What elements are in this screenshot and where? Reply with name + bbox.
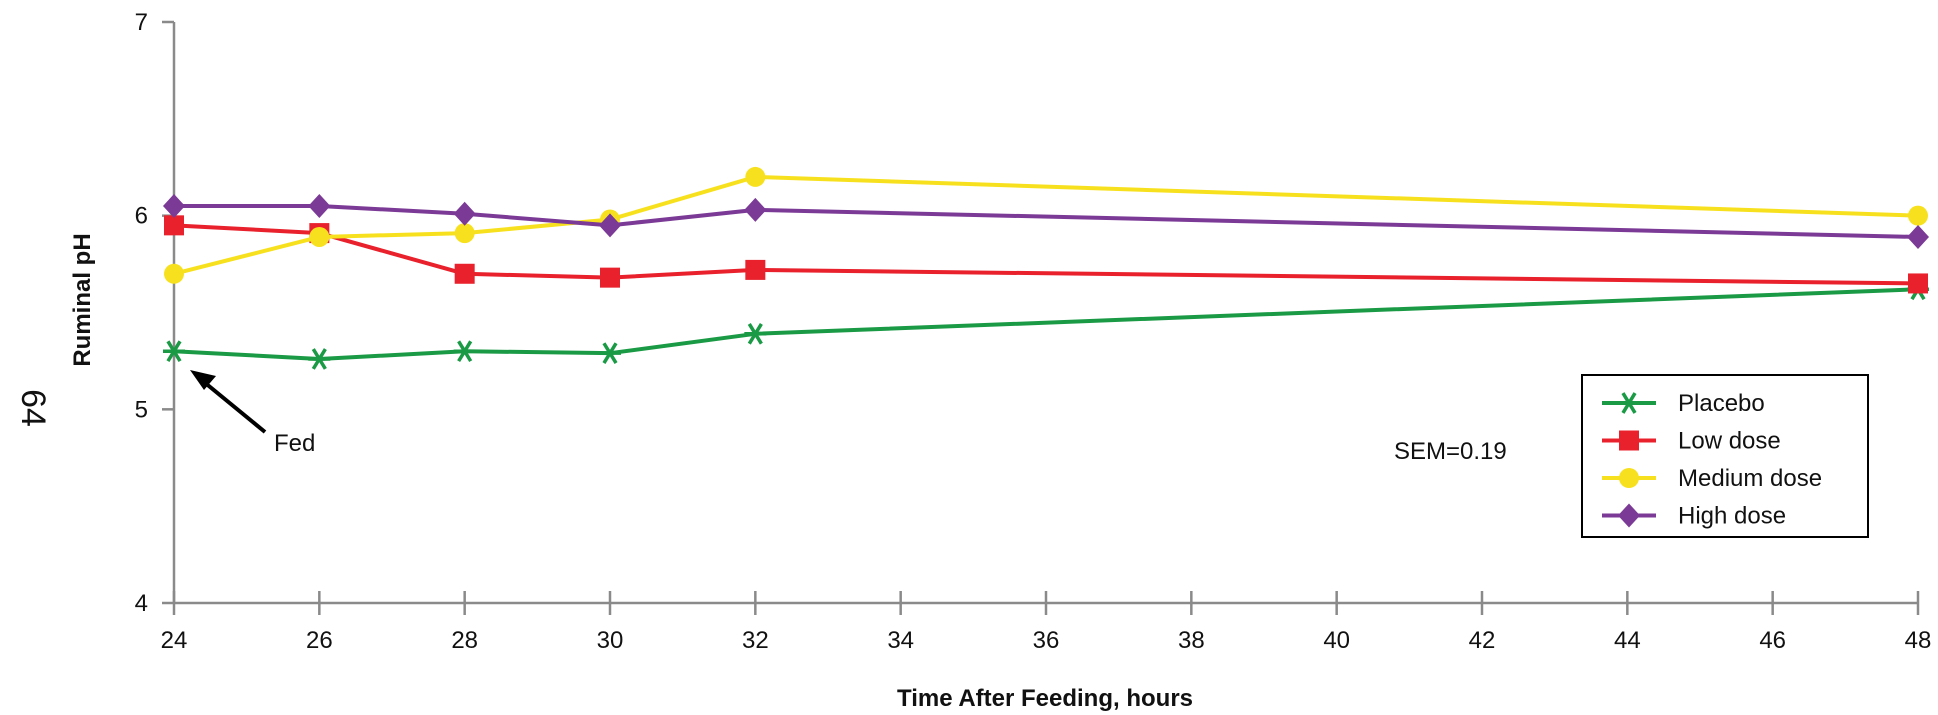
x-tick-label: 42 <box>1469 627 1496 654</box>
x-tick-label: 26 <box>306 627 333 654</box>
legend-item-medium-dose: Medium dose <box>1602 465 1822 492</box>
data-point-high-dose <box>453 201 476 226</box>
series-medium-dose <box>164 166 1928 284</box>
x-tick-label: 34 <box>887 627 914 654</box>
x-tick-label: 48 <box>1905 627 1932 654</box>
data-point-low-dose <box>454 263 475 284</box>
y-tick-label: 7 <box>135 9 148 36</box>
data-point-placebo <box>744 322 767 345</box>
legend: Placebo Low dose Medium dose High dose <box>1581 374 1869 538</box>
data-point-placebo <box>308 348 331 370</box>
data-point-high-dose <box>1907 224 1929 249</box>
fed-label: Fed <box>274 430 315 457</box>
asterisk-stroke <box>457 340 473 363</box>
legend-label: Low dose <box>1678 428 1781 455</box>
x-tick-label: 36 <box>1033 627 1060 654</box>
data-point-low-dose <box>1908 273 1928 294</box>
series-line-high-dose <box>174 203 1919 239</box>
axis-ticks: 4 5 6 7 24 26 28 30 32 34 36 38 40 42 44 46 48 <box>135 9 1932 654</box>
asterisk-stroke <box>747 322 763 345</box>
data-point-medium-dose <box>454 223 475 244</box>
data-point-high-dose <box>308 193 331 218</box>
page-number: 64 <box>14 389 52 427</box>
x-tick-label: 40 <box>1323 627 1350 654</box>
data-point-medium-dose <box>164 263 184 284</box>
series-line-medium-dose <box>173 174 1919 276</box>
x-tick-label: 44 <box>1614 627 1641 654</box>
x-tick-label: 24 <box>161 627 188 654</box>
data-point-high-dose <box>163 193 185 218</box>
y-tick-label: 5 <box>135 396 148 423</box>
data-point-placebo <box>599 342 621 364</box>
asterisk-stroke <box>166 340 182 363</box>
legend-label: High dose <box>1678 503 1786 530</box>
asterisk-stroke <box>311 348 327 370</box>
legend-swatch-marker <box>1618 392 1640 414</box>
legend-swatch-marker <box>1619 468 1639 488</box>
y-tick-label: 4 <box>135 590 148 617</box>
series-layer <box>163 166 1929 370</box>
y-axis-title: Ruminal pH <box>69 233 96 366</box>
data-point-placebo <box>163 340 185 363</box>
series-placebo <box>163 278 1929 370</box>
series-low-dose <box>164 215 1928 294</box>
y-tick-label: 6 <box>135 203 148 230</box>
data-point-medium-dose <box>745 166 766 187</box>
data-point-high-dose <box>744 197 767 222</box>
x-axis-title: Time After Feeding, hours <box>897 685 1193 712</box>
x-tick-label: 28 <box>451 627 478 654</box>
series-line-placebo <box>173 287 1919 361</box>
data-point-medium-dose <box>1908 205 1928 226</box>
asterisk-stroke <box>1621 392 1637 414</box>
x-tick-label: 30 <box>597 627 624 654</box>
sem-label: SEM=0.19 <box>1394 438 1507 465</box>
data-point-medium-dose <box>309 226 330 247</box>
x-tick-label: 46 <box>1759 627 1786 654</box>
x-tick-label: 38 <box>1178 627 1205 654</box>
legend-item-low-dose: Low dose <box>1602 428 1781 455</box>
series-line-low-dose <box>173 223 1919 286</box>
data-point-low-dose <box>164 215 184 236</box>
x-tick-label: 32 <box>742 627 769 654</box>
legend-item-placebo: Placebo <box>1602 390 1765 417</box>
data-point-high-dose <box>599 213 621 238</box>
data-point-low-dose <box>745 259 766 280</box>
asterisk-stroke <box>602 342 618 364</box>
legend-label: Medium dose <box>1678 465 1822 492</box>
fed-arrow <box>190 370 267 434</box>
legend-item-high-dose: High dose <box>1602 503 1786 530</box>
legend-label: Placebo <box>1678 390 1765 417</box>
legend-swatch-marker <box>1618 503 1640 528</box>
series-high-dose <box>163 193 1929 249</box>
data-point-placebo <box>453 340 476 363</box>
legend-swatch-marker <box>1619 430 1639 451</box>
data-point-low-dose <box>600 267 620 288</box>
